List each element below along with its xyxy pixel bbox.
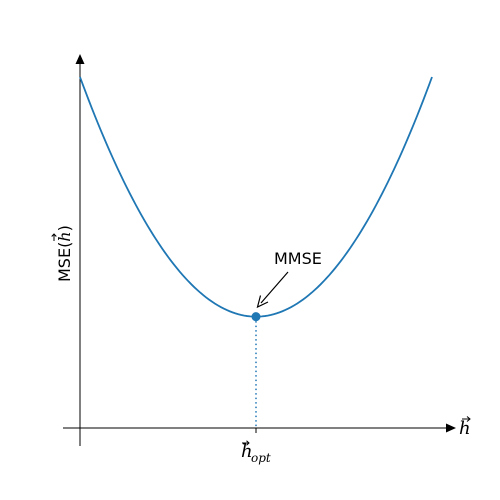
svg-text:MSE(h): MSE(h) bbox=[55, 225, 74, 282]
y-axis-arrowhead bbox=[75, 54, 85, 64]
y-axis-label-var: h bbox=[55, 231, 74, 241]
y-axis-label: MSE(h) bbox=[51, 225, 74, 282]
mmse-point bbox=[251, 312, 261, 322]
svg-text:opt: opt bbox=[251, 451, 271, 465]
svg-text:h: h bbox=[241, 441, 253, 462]
y-axis-label-prefix: MSE( bbox=[55, 242, 74, 282]
x-axis-label: h bbox=[459, 416, 471, 439]
x-tick-label-vector-arrowhead bbox=[246, 440, 250, 446]
y-axis-label-vector-arrowhead bbox=[51, 233, 57, 237]
y-axis-label-suffix: ) bbox=[55, 225, 74, 231]
annotation-arrow-line bbox=[260, 271, 289, 304]
svg-text:h: h bbox=[459, 418, 471, 439]
mse-curve-line bbox=[79, 76, 433, 318]
x-tick-label: h opt bbox=[241, 440, 271, 465]
x-axis-label-vector-arrowhead bbox=[466, 416, 471, 422]
x-axis-arrowhead bbox=[446, 423, 456, 433]
annotation-label: MMSE bbox=[274, 249, 322, 268]
annotation-arrowhead bbox=[256, 295, 269, 309]
